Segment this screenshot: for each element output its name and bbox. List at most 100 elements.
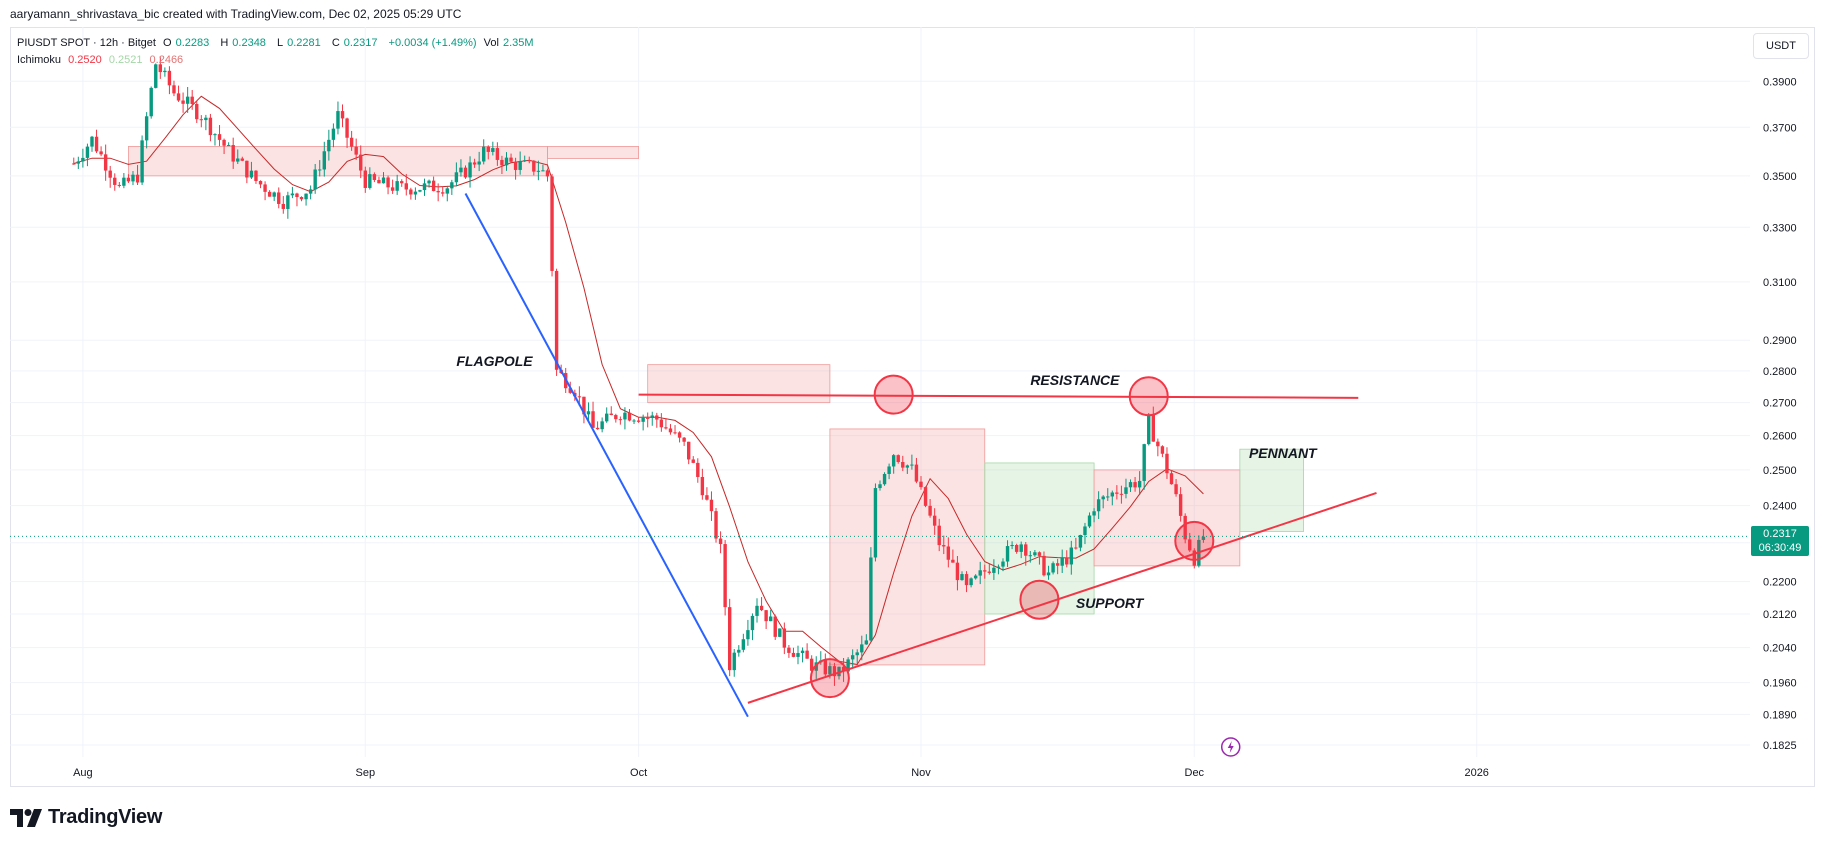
candle-down — [222, 139, 226, 146]
candle-down — [914, 464, 919, 482]
candle-up — [90, 136, 94, 147]
chart-frame[interactable] — [10, 27, 1815, 787]
legend-close: C 0.2317 — [331, 37, 378, 49]
candle-down — [195, 103, 199, 120]
candle-up — [454, 172, 459, 183]
candle-up — [304, 193, 308, 200]
candle-up — [272, 192, 276, 197]
price-tick-label: 0.2040 — [1763, 643, 1797, 655]
candle-down — [987, 571, 992, 573]
price-tick-label: 0.3100 — [1763, 277, 1797, 289]
candle-down — [942, 545, 946, 547]
candle-down — [809, 658, 814, 671]
kumo-segment — [829, 428, 986, 666]
candle-down — [1074, 547, 1078, 549]
candle-down — [94, 136, 99, 152]
candle-up — [1060, 557, 1064, 566]
price-tick-label: 0.2900 — [1763, 335, 1797, 347]
candle-down — [759, 605, 764, 611]
candle-up — [122, 177, 126, 186]
bar-countdown: 06:30:49 — [1758, 542, 1802, 554]
candle-down — [172, 85, 176, 94]
candle-up — [1142, 444, 1146, 481]
currency-selector[interactable]: USDT — [1753, 33, 1809, 59]
price-tick-label: 0.3700 — [1763, 122, 1797, 134]
candle-down — [441, 192, 445, 194]
candle-up — [249, 170, 254, 178]
candle-up — [381, 177, 386, 184]
candle-up — [755, 605, 759, 616]
candle-down — [72, 163, 76, 165]
candle-up — [368, 174, 372, 188]
candle-down — [117, 184, 122, 186]
candle-up — [992, 567, 996, 573]
candle-down — [668, 428, 673, 433]
candle-up — [313, 169, 317, 190]
candle-down — [345, 118, 349, 138]
candle-up — [140, 140, 144, 183]
candle-down — [787, 647, 791, 653]
tradingview-brand[interactable]: TradingView — [10, 806, 162, 829]
candle-up — [910, 464, 914, 466]
candle-down — [577, 396, 582, 398]
candle-down — [267, 191, 272, 197]
candle-down — [1024, 544, 1028, 556]
candle-down — [901, 462, 905, 468]
candle-down — [472, 162, 477, 165]
candle-up — [814, 662, 818, 671]
candle-up — [605, 413, 609, 422]
candle-up — [331, 128, 336, 140]
price-tick-label: 0.2600 — [1763, 431, 1797, 443]
candle-up — [1147, 414, 1151, 445]
candle-down — [299, 197, 304, 200]
candle-down — [190, 96, 194, 104]
ichimoku-cloud — [128, 146, 1305, 666]
candle-down — [618, 419, 623, 421]
candle-up — [1069, 547, 1074, 565]
candle-down — [937, 525, 941, 546]
candle-down — [386, 177, 390, 188]
candle-up — [600, 421, 604, 430]
candle-down — [723, 544, 727, 608]
candle-down — [928, 505, 932, 516]
candle-down — [254, 170, 258, 181]
candle-down — [135, 174, 140, 183]
candle-up — [504, 157, 509, 166]
price-tick-label: 0.2200 — [1763, 577, 1797, 589]
price-tick-label: 0.1960 — [1763, 678, 1797, 690]
candle-down — [103, 154, 108, 171]
candle-up — [1087, 515, 1092, 527]
candle-down — [1156, 441, 1160, 447]
candle-down — [896, 455, 900, 463]
candle-down — [176, 93, 181, 101]
candle-up — [1124, 487, 1128, 494]
time-tick-label: 2026 — [1464, 767, 1488, 779]
candle-down — [245, 160, 249, 178]
candle-down — [550, 176, 554, 271]
candle-up — [541, 170, 545, 172]
candle-down — [773, 616, 777, 637]
candle-down — [359, 154, 363, 171]
legend-high: H 0.2348 — [220, 37, 266, 49]
kumo-segment — [547, 146, 639, 159]
candle-down — [1169, 473, 1174, 485]
candle-up — [413, 191, 418, 195]
highlight-circle — [1019, 579, 1060, 620]
candle-down — [527, 160, 531, 162]
candle-up — [185, 96, 190, 104]
candle-up — [518, 161, 522, 170]
candle-down — [1065, 557, 1069, 565]
candle-down — [764, 610, 768, 622]
candle-down — [946, 546, 951, 560]
candle-up — [1001, 561, 1005, 567]
candle-down — [1188, 539, 1192, 551]
legend-ichimoku-value-1: 0.2520 — [68, 54, 102, 66]
candle-up — [978, 570, 982, 576]
candle-down — [431, 180, 436, 192]
legend-indicator-name[interactable]: Ichimoku — [17, 54, 62, 66]
legend-symbol[interactable]: PIUSDT SPOT · 12h · Bitget — [17, 37, 156, 49]
candle-down — [832, 666, 837, 677]
candle-up — [1106, 496, 1110, 498]
candle-down — [709, 499, 714, 512]
